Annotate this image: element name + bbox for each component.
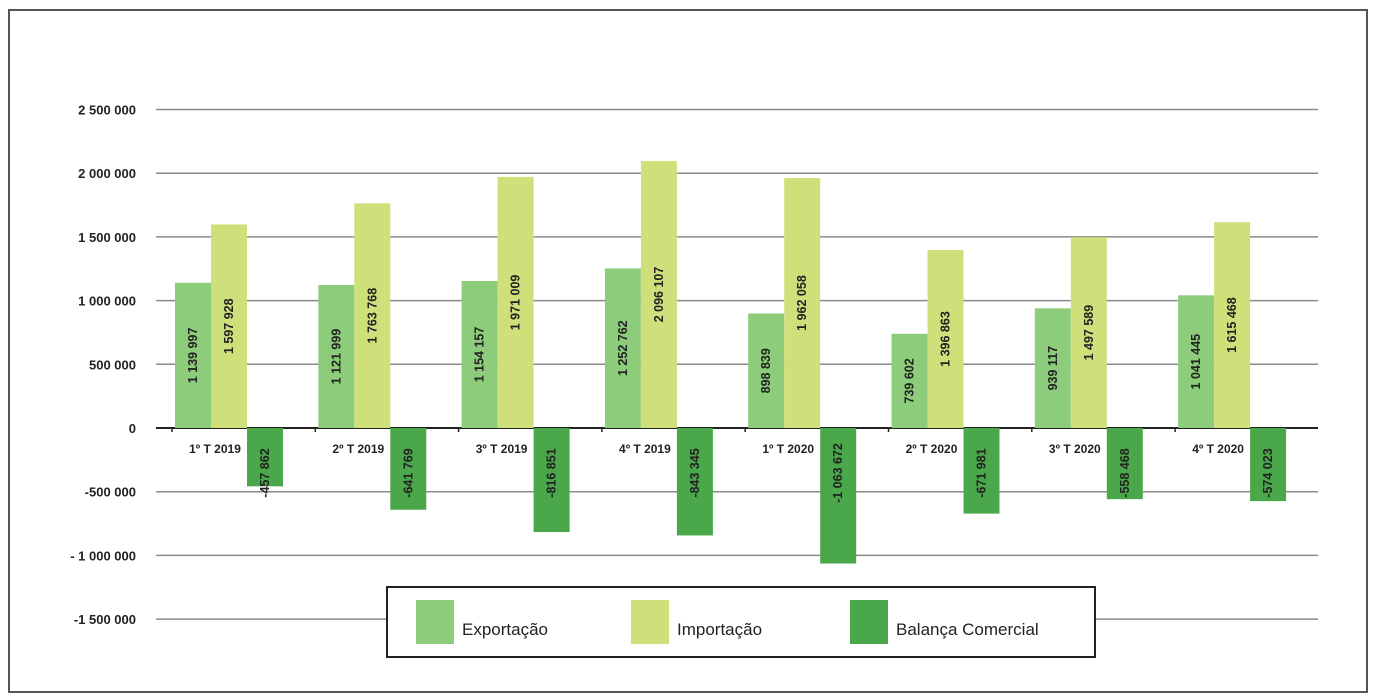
bar-importacao — [211, 224, 247, 428]
y-tick-label: -500 000 — [85, 485, 136, 500]
data-label: 1 154 157 — [473, 327, 487, 383]
bar-importacao — [640, 160, 677, 428]
legend-label-exportacao: Exportação — [462, 620, 548, 639]
data-label: 1 497 589 — [1082, 305, 1096, 361]
x-category-label: 4º T 2020 — [1192, 442, 1244, 456]
data-label: 1 121 999 — [329, 329, 343, 385]
x-category-label: 1º T 2020 — [762, 442, 814, 456]
y-tick-label: 1 500 000 — [78, 230, 136, 245]
data-label: 939 117 — [1046, 346, 1060, 391]
bar-importacao — [1070, 237, 1107, 428]
data-label: -641 769 — [401, 448, 415, 497]
bar-importacao — [497, 176, 534, 428]
data-label: 1 962 058 — [795, 275, 809, 331]
data-label: 739 602 — [903, 358, 917, 403]
x-category-label: 1º T 2019 — [189, 442, 241, 456]
legend-swatch-importacao — [631, 600, 669, 644]
bar-exportacao — [461, 280, 498, 428]
data-label: -558 468 — [1118, 448, 1132, 497]
bar-balanca — [1250, 428, 1287, 502]
data-label: -671 981 — [975, 448, 989, 497]
data-label: 1 597 928 — [222, 298, 236, 354]
y-tick-label: 500 000 — [89, 357, 136, 372]
legend-label-importacao: Importação — [677, 620, 763, 639]
bar-balanca — [390, 428, 427, 510]
y-tick-label: 2 500 000 — [78, 103, 136, 118]
bar-balanca — [1106, 428, 1143, 500]
legend-swatch-balanca — [850, 600, 888, 644]
bar-exportacao — [1178, 295, 1215, 428]
data-label: 1 396 863 — [939, 311, 953, 367]
x-category-label: 2º T 2020 — [906, 442, 958, 456]
y-tick-label: - 1 000 000 — [70, 548, 136, 563]
x-category-label: 3º T 2019 — [476, 442, 528, 456]
data-label: 1 763 768 — [365, 288, 379, 344]
bar-exportacao — [891, 333, 928, 428]
bar-exportacao — [175, 282, 211, 428]
data-label: 1 252 762 — [616, 320, 630, 376]
bar-balanca — [533, 428, 570, 533]
bar-exportacao — [318, 285, 355, 428]
legend-item-importacao: Importação — [631, 600, 762, 644]
bar-exportacao — [1034, 308, 1071, 428]
bar-balanca — [676, 428, 713, 536]
y-tick-label: 0 — [129, 421, 136, 436]
data-label: -816 851 — [545, 448, 559, 497]
y-tick-label: 2 000 000 — [78, 166, 136, 181]
x-category-label: 3º T 2020 — [1049, 442, 1101, 456]
data-label: -574 023 — [1261, 448, 1275, 497]
y-tick-label: 1 000 000 — [78, 294, 136, 309]
data-label: 1 971 009 — [509, 275, 523, 331]
data-label: -843 345 — [688, 448, 702, 497]
y-tick-label: -1 500 000 — [74, 612, 136, 627]
bar-exportacao — [604, 268, 641, 428]
chart-legend: Exportação Importação Balança Comercial — [386, 586, 1096, 658]
data-label: -457 862 — [258, 448, 272, 497]
data-label: 1 041 445 — [1189, 334, 1203, 390]
bar-importacao — [354, 203, 391, 428]
legend-label-balanca: Balança Comercial — [896, 620, 1039, 639]
data-label: 1 615 468 — [1225, 297, 1239, 353]
bar-balanca — [247, 428, 283, 487]
data-label: -1 063 672 — [831, 443, 845, 503]
bar-importacao — [1214, 222, 1251, 428]
bar-balanca — [820, 428, 857, 564]
bar-balanca — [963, 428, 1000, 514]
data-label: 2 096 107 — [652, 267, 666, 323]
data-label: 898 839 — [759, 348, 773, 393]
bar-exportacao — [748, 313, 785, 428]
x-category-label: 2º T 2019 — [332, 442, 384, 456]
data-label: 1 139 997 — [186, 328, 200, 384]
bar-importacao — [784, 178, 821, 428]
legend-item-exportacao: Exportação — [416, 600, 548, 644]
bar-importacao — [927, 250, 964, 428]
legend-swatch-exportacao — [416, 600, 454, 644]
x-category-label: 4º T 2019 — [619, 442, 671, 456]
legend-item-balanca: Balança Comercial — [850, 600, 1039, 644]
